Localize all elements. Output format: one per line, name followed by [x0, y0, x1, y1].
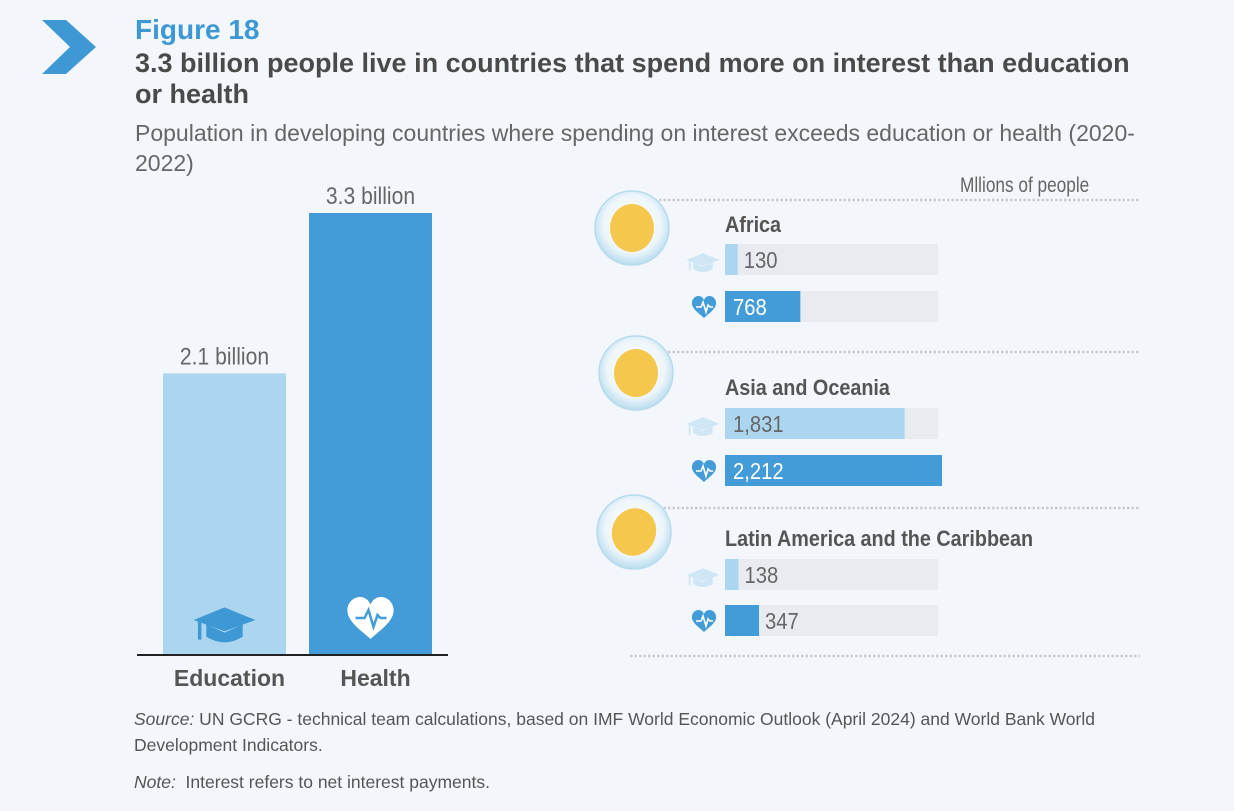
pulse-line [355, 606, 387, 632]
education-value-label: 1,831 [733, 411, 784, 438]
continent-shape [614, 349, 658, 397]
left-bar-chart: 2.1 billion Education 3.3 billion Health [137, 183, 448, 691]
region-name: Africa [725, 213, 781, 237]
figure-label: Figure 18 [135, 14, 260, 45]
pulse-line [696, 613, 713, 629]
health-track [725, 605, 938, 636]
pulse-line [696, 299, 713, 315]
education-value-label: 138 [745, 562, 779, 589]
category-label: Education [174, 665, 285, 691]
education-bar [725, 408, 905, 439]
figure-title: 3.3 billion people live in countries tha… [135, 48, 1130, 109]
graduation-cap-icon [686, 568, 720, 587]
education-track [725, 244, 938, 275]
bar-education [163, 373, 286, 654]
pulse-line [696, 463, 713, 479]
region-name: Asia and Oceania [725, 376, 890, 400]
education-value-label: 130 [744, 247, 778, 274]
health-bar [725, 455, 942, 486]
value-label: 3.3 billion [326, 183, 415, 210]
bar-health [309, 213, 432, 654]
source-label: Source: [134, 709, 195, 729]
region-name: Latin America and the Caribbean [725, 527, 1033, 551]
chevron-right-icon [42, 20, 96, 74]
figure-subtitle: Population in developing countries where… [135, 120, 1135, 176]
education-bar [725, 244, 738, 275]
health-value-label: 347 [765, 608, 799, 635]
health-value-label: 768 [733, 294, 767, 321]
category-label: Health [340, 665, 410, 691]
continent-shape [610, 204, 654, 252]
graduation-cap-icon [686, 253, 720, 272]
graduation-cap-icon [686, 417, 720, 436]
health-value-label: 2,212 [733, 458, 784, 485]
health-bar [725, 291, 801, 322]
right-bar-chart: Africa 130 768 Asia and Oceania 1,831 2,212 La… [594, 190, 1140, 658]
note: Note: Interest refers to net interest pa… [134, 772, 490, 793]
education-bar [725, 559, 739, 590]
note-label: Note: [134, 772, 176, 792]
source-text: UN GCRG - technical team calculations, b… [134, 709, 1095, 755]
value-label: 2.1 billion [180, 343, 269, 370]
continent-shape [611, 508, 657, 556]
units-label: Mllions of people [960, 174, 1090, 197]
chart-canvas: 2.1 billion Education 3.3 billion Health Af… [137, 183, 1140, 691]
health-bar [725, 605, 760, 636]
source-note: Source: UN GCRG - technical team calcula… [134, 706, 1134, 758]
education-track [725, 559, 938, 590]
note-text: Interest refers to net interest payments… [175, 772, 490, 792]
